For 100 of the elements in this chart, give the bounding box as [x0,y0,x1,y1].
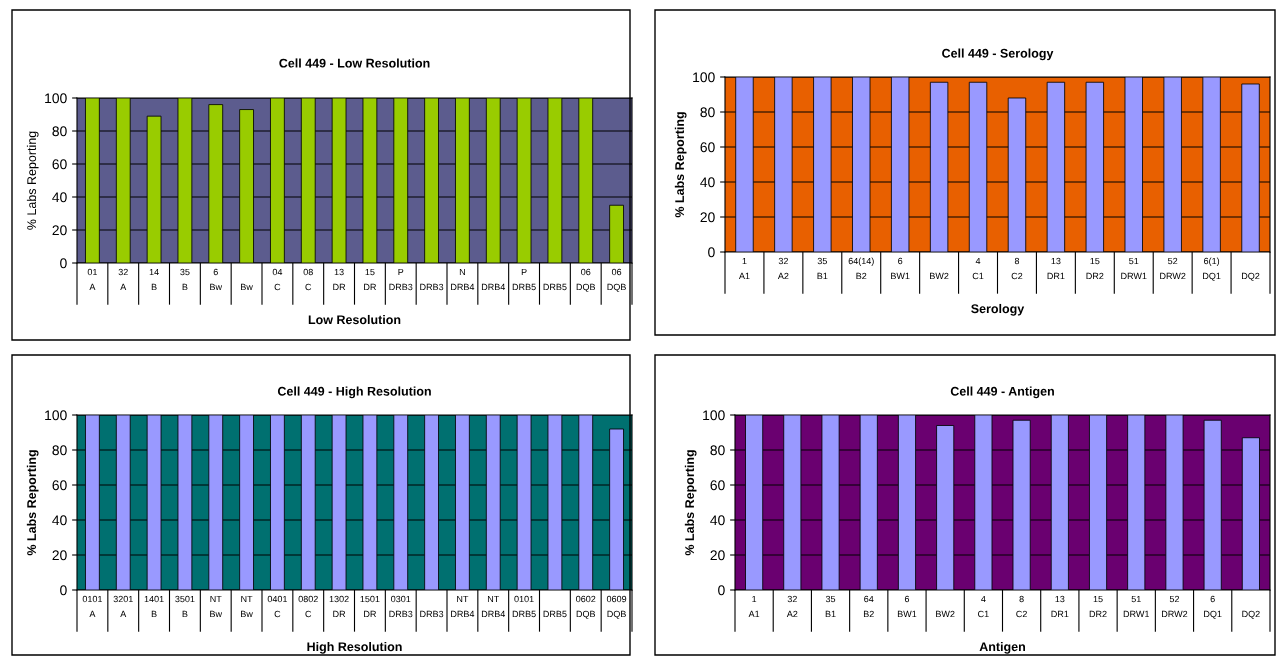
x-tick-label: BW2 [936,610,955,618]
x-tick-label: 6 DQ1 [1204,595,1222,619]
x-axis-title: Antigen [979,641,1025,654]
x-tick-label: NT Bw [241,595,253,618]
x-tick-label: NT DRB4 [451,595,475,618]
x-tick-label: P DRB3 [389,268,413,291]
y-tick-label: 80 [710,445,725,456]
y-tick-label: 20 [710,550,725,561]
x-tick-label: DRB5 [543,610,567,618]
x-tick-label: 51 DRW1 [1121,257,1147,280]
x-axis-title: High Resolution [307,641,402,654]
x-tick-label: 1 A1 [748,595,760,618]
x-tick-label: 1401 B [144,595,164,618]
y-tick-label: 60 [52,480,67,491]
x-axis-title: Low Resolution [308,314,401,325]
x-tick-label: 4 C1 [978,595,989,618]
x-tick-label: 13 DR [333,268,346,291]
y-axis-title: % Labs Reporting [26,450,39,556]
x-tick-label: 35 B [180,268,190,291]
x-tick-label: 0602 DQB [576,595,596,619]
x-tick-label: 32 A [118,268,128,291]
x-tick-label: DRB3 [420,283,444,291]
y-axis-title: % Labs Reporting [674,112,687,218]
x-tick-label: 8 C2 [1011,257,1023,280]
x-tick-label: P DRB5 [512,268,536,291]
y-tick-label: 20 [700,212,715,223]
chart-title: Cell 449 - Serology [942,48,1054,61]
y-tick-label: 60 [710,480,725,491]
y-tick-label: 80 [52,445,67,456]
y-tick-label: 0 [60,258,67,269]
x-tick-label: 64 B2 [863,595,874,618]
y-tick-label: 0 [708,247,715,258]
x-tick-label: DQ2 [1242,272,1260,281]
x-tick-label: 6 Bw [210,268,223,291]
x-tick-label: 1501 DR [360,595,380,618]
chart-title: Cell 449 - Antigen [950,386,1054,399]
x-tick-label: 8 C2 [1016,595,1027,618]
y-axis-title: % Labs Reporting [26,131,39,230]
x-tick-label: 13 DR1 [1047,257,1065,280]
x-tick-label: 15 DR2 [1086,257,1104,280]
x-tick-label: 08 C [303,268,313,291]
y-tick-label: 80 [52,126,67,137]
x-tick-label: 1302 DR [329,595,349,618]
x-tick-label: DRB4 [481,283,506,291]
y-tick-label: 60 [52,159,67,170]
x-tick-label: 3201 A [113,595,133,618]
x-tick-label: 52 DRW2 [1161,595,1188,618]
x-tick-label: DQ2 [1242,610,1260,619]
x-tick-label: 01 A [87,268,97,291]
y-tick-label: 0 [718,585,725,596]
x-tick-label: 0101 DRB5 [512,595,536,618]
y-axis-title: % Labs Reporting [684,450,697,556]
x-tick-label: 3501 B [175,595,195,618]
x-tick-label: 0101 A [82,595,103,618]
x-tick-label: 4 C1 [972,257,984,280]
y-tick-label: 100 [45,410,67,421]
y-tick-label: 0 [60,585,67,596]
x-tick-label: NT Bw [210,595,223,618]
x-tick-label: 51 DRW1 [1123,595,1150,618]
y-tick-label: 20 [52,225,67,236]
x-tick-label: 0301 DRB3 [389,595,413,618]
x-tick-label: 52 DRW2 [1160,257,1186,280]
x-tick-label: 32 A2 [786,595,798,618]
x-tick-label: 15 DR2 [1089,595,1107,618]
x-tick-label: 6 BW1 [897,595,917,618]
y-tick-label: 40 [52,515,67,526]
x-tick-label: 04 C [272,268,283,291]
x-tick-label: 06 DQB [607,268,626,292]
y-tick-label: 100 [703,410,725,421]
y-tick-label: 100 [693,72,715,83]
y-tick-label: 60 [700,142,715,153]
y-tick-label: 40 [52,192,67,203]
y-tick-label: 100 [45,93,67,104]
x-tick-label: 15 DR [364,268,377,291]
x-tick-label: 14 B [149,268,159,291]
x-tick-label: 35 B1 [817,257,828,280]
x-tick-label: 6 BW1 [891,257,910,280]
x-tick-label: 0401 C [267,595,288,618]
y-tick-label: 40 [700,177,715,188]
x-tick-label: N DRB4 [451,268,475,291]
chart-title: Cell 449 - Low Resolution [279,58,430,68]
x-tick-label: Bw [241,283,253,291]
x-tick-label: 1 A1 [738,257,750,280]
x-tick-label: BW2 [930,272,949,280]
x-tick-label: 13 DR1 [1051,595,1069,618]
x-tick-label: 0609 DQB [606,595,627,619]
y-tick-label: 20 [52,550,67,561]
x-tick-label: NT DRB4 [481,595,506,618]
x-tick-label: 35 B1 [825,595,836,618]
x-tick-label: 0802 C [298,595,318,618]
x-tick-label: 06 DQB [576,268,596,292]
x-tick-label: DRB5 [543,283,567,291]
x-tick-label: 32 A2 [777,257,789,280]
y-tick-label: 40 [710,515,725,526]
x-tick-label: DRB3 [420,610,444,618]
y-tick-label: 80 [700,107,715,118]
x-axis-title: Serology [971,303,1025,316]
x-tick-label: 64(14) B2 [848,257,874,280]
x-tick-label: 6(1) DQ1 [1203,257,1221,281]
chart-title: Cell 449 - High Resolution [277,386,431,399]
